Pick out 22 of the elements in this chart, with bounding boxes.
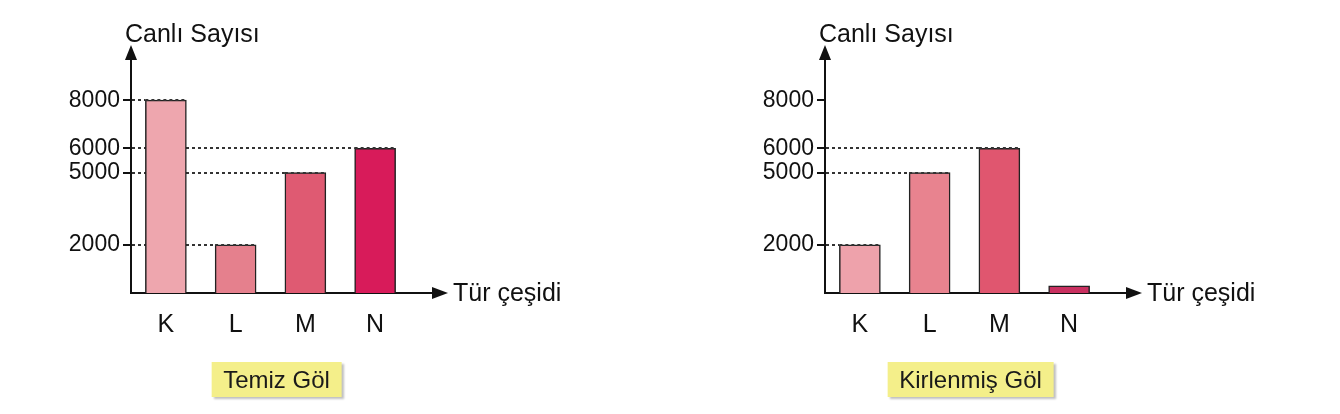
y-tick-label: 6000 bbox=[68, 133, 120, 160]
y-tick-label: 5000 bbox=[762, 157, 814, 184]
x-tick-label: M bbox=[294, 308, 316, 337]
y-axis-title: Canlı Sayısı bbox=[819, 19, 954, 47]
y-tick-label: 2000 bbox=[762, 230, 814, 257]
y-tick-label: 8000 bbox=[762, 85, 814, 112]
x-axis-title: Tür çeşidi bbox=[1147, 277, 1256, 306]
y-tick-label: 6000 bbox=[762, 133, 814, 160]
x-tick-label: K bbox=[851, 308, 869, 337]
y-axis-title: Canlı Sayısı bbox=[125, 19, 260, 47]
x-tick-label: L bbox=[922, 308, 937, 337]
x-tick-label: M bbox=[988, 308, 1010, 337]
text: Kirlenmiş Göl bbox=[887, 362, 1054, 397]
y-tick-label: 5000 bbox=[68, 157, 120, 184]
x-tick-label: L bbox=[228, 308, 243, 337]
x-tick-label: K bbox=[157, 308, 175, 337]
y-tick-label: 2000 bbox=[68, 230, 120, 257]
x-tick-label: N bbox=[1060, 308, 1079, 337]
text: Temiz Göl bbox=[211, 362, 342, 397]
x-axis-title: Tür çeşidi bbox=[453, 277, 562, 306]
x-tick-label: N bbox=[366, 308, 385, 337]
y-tick-label: 8000 bbox=[68, 85, 120, 112]
